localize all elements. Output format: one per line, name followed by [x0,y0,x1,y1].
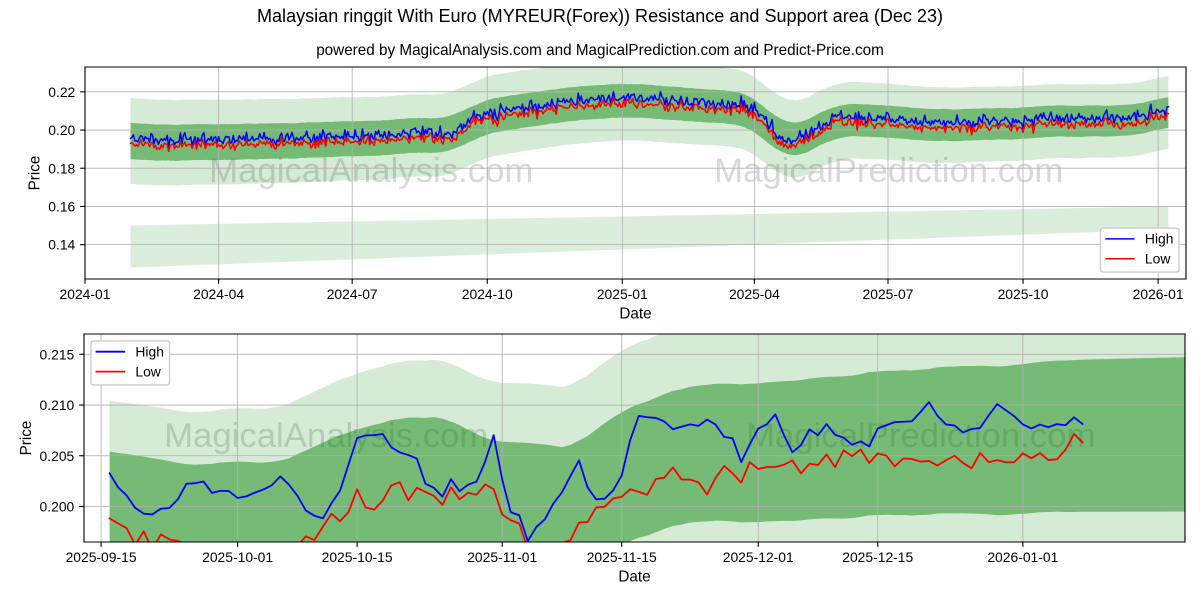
svg-text:0.210: 0.210 [40,397,75,413]
svg-text:2025-12-15: 2025-12-15 [842,549,913,565]
svg-text:2025-10-01: 2025-10-01 [202,549,273,565]
svg-text:2024-01: 2024-01 [60,286,111,302]
svg-text:Low: Low [135,363,161,379]
svg-text:2024-07: 2024-07 [327,286,378,302]
svg-text:Malaysian ringgit With Euro (M: Malaysian ringgit With Euro (MYREUR(Fore… [257,6,943,26]
svg-text:0.22: 0.22 [48,84,75,100]
svg-text:Date: Date [618,568,650,585]
svg-text:2025-07: 2025-07 [863,286,914,302]
svg-text:High: High [135,344,164,360]
svg-text:2025-11-01: 2025-11-01 [467,549,537,565]
svg-text:0.14: 0.14 [48,237,75,253]
svg-text:Price: Price [18,421,35,456]
svg-text:Low: Low [1145,251,1171,267]
svg-text:0.205: 0.205 [40,448,75,464]
svg-text:0.215: 0.215 [40,346,75,362]
svg-text:2025-01: 2025-01 [597,286,648,302]
svg-text:2026-01-01: 2026-01-01 [987,549,1058,565]
svg-text:Date: Date [619,305,651,322]
svg-text:2024-10: 2024-10 [462,286,513,302]
svg-text:powered by MagicalAnalysis.com: powered by MagicalAnalysis.com and Magic… [316,42,884,59]
svg-text:2026-01: 2026-01 [1133,286,1184,302]
svg-text:2025-12-01: 2025-12-01 [723,549,794,565]
svg-text:0.200: 0.200 [40,499,75,515]
svg-text:0.16: 0.16 [48,198,75,214]
svg-text:2025-10: 2025-10 [998,286,1049,302]
svg-text:2024-04: 2024-04 [193,286,244,302]
svg-text:0.18: 0.18 [48,160,75,176]
svg-text:2025-09-15: 2025-09-15 [66,549,137,565]
svg-text:2025-11-15: 2025-11-15 [587,549,657,565]
svg-text:Price: Price [27,156,44,191]
svg-text:2025-10-15: 2025-10-15 [322,549,393,565]
svg-text:High: High [1145,231,1174,247]
svg-text:2025-04: 2025-04 [729,286,780,302]
svg-text:0.20: 0.20 [48,122,75,138]
